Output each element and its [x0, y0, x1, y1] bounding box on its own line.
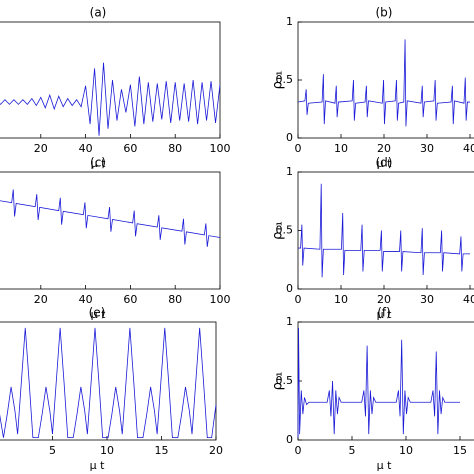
x-axis-label: μ t — [90, 459, 105, 472]
x-tick-label: 20 — [34, 293, 48, 306]
x-tick-label: 40 — [79, 142, 93, 155]
signal-line — [0, 189, 221, 247]
y-tick-label: 0.5 — [276, 224, 294, 237]
x-tick-label: 10 — [334, 293, 348, 306]
panel: (e)μ t5 10 15 20 — [0, 306, 223, 472]
x-tick-label: 5 — [349, 444, 356, 457]
x-tick-label: 0 — [295, 444, 302, 457]
x-tick-label: 40 — [463, 293, 474, 306]
x-tick-label: 100 — [210, 293, 231, 306]
panel-title: (d) — [376, 156, 393, 170]
y-tick-label: 0 — [286, 131, 293, 144]
y-tick-label: 0.5 — [276, 73, 294, 86]
x-tick-label: 0 — [295, 293, 302, 306]
panel: (a) μ t 20 40 60 80 100 — [0, 6, 231, 170]
x-tick-label: 30 — [420, 293, 434, 306]
x-tick-label: 20 — [209, 444, 223, 457]
panel: (b) μ t 0 10 20 30 40 0 0.5 1 ρ₁₁ — [271, 6, 474, 170]
plot-frame — [0, 321, 217, 441]
y-tick-label: 0 — [286, 282, 293, 295]
x-tick-label: 60 — [123, 142, 137, 155]
x-tick-label: 20 — [377, 293, 391, 306]
plot-frame — [297, 321, 474, 441]
signal-line — [297, 39, 470, 127]
x-tick-label: 40 — [79, 293, 93, 306]
plot-frame — [0, 171, 221, 290]
y-axis-label: ρ₁₁ — [271, 372, 286, 391]
signal-line — [297, 327, 460, 438]
panel-title: (c) — [90, 156, 106, 170]
x-axis-label: μ t — [377, 157, 392, 170]
panel-title: (a) — [90, 6, 107, 20]
x-tick-label: 100 — [210, 142, 231, 155]
x-axis-label: μ t — [91, 157, 106, 170]
x-tick-label: 80 — [168, 293, 182, 306]
y-axis-label: ρ₁₁ — [271, 221, 286, 240]
x-tick-label: 20 — [377, 142, 391, 155]
x-tick-label: 30 — [420, 142, 434, 155]
x-axis-label: μ t — [377, 459, 392, 472]
x-tick-label: 15 — [155, 444, 169, 457]
x-tick-label: 80 — [168, 142, 182, 155]
y-axis-label: ρ₁₁ — [271, 71, 286, 90]
y-tick-label: 1 — [286, 15, 293, 28]
x-tick-label: 10 — [399, 444, 413, 457]
panel-title: (f) — [377, 306, 391, 320]
panel-title: (b) — [376, 6, 393, 20]
x-axis-label: μ t — [91, 308, 106, 321]
panel: (c)μ t20 40 60 80 100 — [0, 156, 231, 321]
x-tick-label: 10 — [100, 444, 114, 457]
y-tick-label: 1 — [286, 165, 293, 178]
x-tick-label: 5 — [49, 444, 56, 457]
x-tick-label: 20 — [34, 142, 48, 155]
y-tick-label: 0 — [286, 433, 293, 446]
signal-line — [0, 327, 217, 439]
y-tick-label: 1 — [286, 315, 293, 328]
signal-line — [0, 62, 221, 136]
x-tick-label: 60 — [123, 293, 137, 306]
y-tick-label: 0.5 — [276, 374, 294, 387]
x-axis-label: μ t — [377, 308, 392, 321]
x-tick-label: 15 — [453, 444, 467, 457]
plot-frame — [297, 171, 474, 290]
x-tick-label: 10 — [334, 142, 348, 155]
signal-line — [298, 183, 470, 278]
panel-title: (e) — [89, 306, 106, 320]
x-tick-label: 40 — [463, 142, 474, 155]
x-tick-label: 0 — [295, 142, 302, 155]
plot-frame — [0, 21, 221, 139]
